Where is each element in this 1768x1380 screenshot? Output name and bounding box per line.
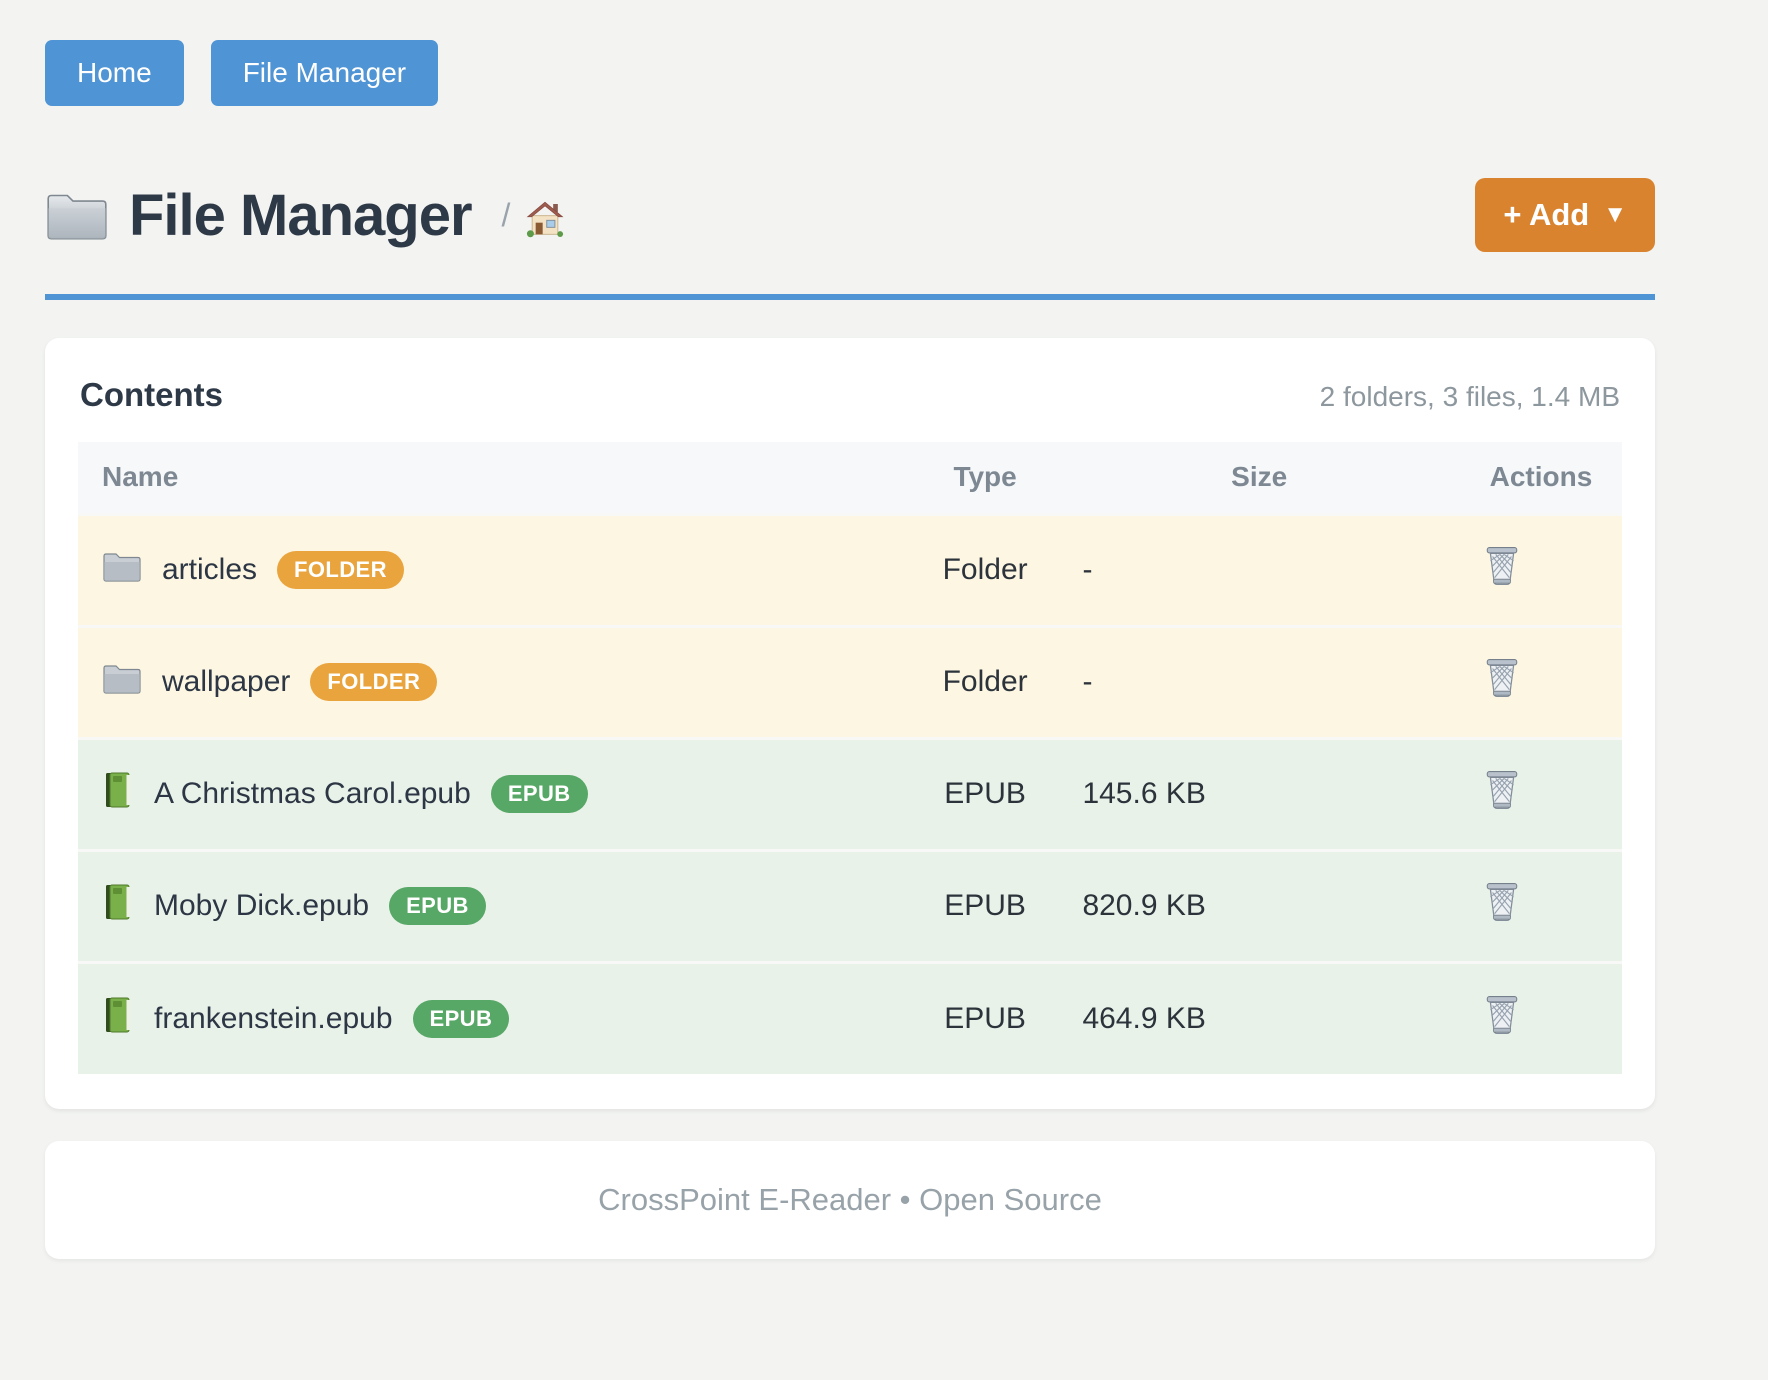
file-table: Name Type Size Actions xyxy=(78,442,1622,1074)
file-name[interactable]: A Christmas Carol.epub xyxy=(154,777,471,810)
trash-icon xyxy=(1484,882,1520,925)
type-badge: FOLDER xyxy=(310,663,438,701)
contents-title: Contents xyxy=(80,376,223,413)
file-type: Folder xyxy=(911,514,1059,626)
delete-button[interactable] xyxy=(1484,882,1520,925)
type-badge: FOLDER xyxy=(277,551,404,589)
folder-icon xyxy=(102,662,142,703)
file-type: EPUB xyxy=(911,962,1059,1074)
table-row: Moby Dick.epub EPUB EPUB 820.9 KB xyxy=(78,850,1622,962)
file-size: 464.9 KB xyxy=(1058,962,1460,1074)
delete-button[interactable] xyxy=(1484,658,1520,701)
trash-icon xyxy=(1484,658,1520,701)
contents-card: Contents 2 folders, 3 files, 1.4 MB Name… xyxy=(45,338,1655,1109)
file-size: - xyxy=(1058,514,1460,626)
file-type: Folder xyxy=(911,626,1059,738)
add-button-label: + Add xyxy=(1503,197,1590,232)
top-nav: Home File Manager xyxy=(45,40,1655,106)
title-row: File Manager / + Add ▼ xyxy=(45,178,1655,252)
delete-button[interactable] xyxy=(1484,995,1520,1038)
folder-icon xyxy=(102,550,142,591)
file-size: 145.6 KB xyxy=(1058,738,1460,850)
file-table-body: articles FOLDER Folder - xyxy=(78,514,1622,1074)
table-row: articles FOLDER Folder - xyxy=(78,514,1622,626)
column-header-type: Type xyxy=(911,442,1059,514)
trash-icon xyxy=(1484,546,1520,589)
trash-icon xyxy=(1484,770,1520,813)
column-header-size: Size xyxy=(1058,442,1460,514)
table-row: wallpaper FOLDER Folder - xyxy=(78,626,1622,738)
folder-icon xyxy=(45,189,109,247)
contents-card-header: Contents 2 folders, 3 files, 1.4 MB xyxy=(78,376,1622,414)
file-size: - xyxy=(1058,626,1460,738)
type-badge: EPUB xyxy=(389,887,486,925)
contents-summary: 2 folders, 3 files, 1.4 MB xyxy=(1319,381,1620,412)
page-title: File Manager xyxy=(129,182,473,248)
file-name[interactable]: frankenstein.epub xyxy=(154,1001,393,1035)
table-row: frankenstein.epub EPUB EPUB 464.9 KB xyxy=(78,962,1622,1074)
chevron-down-icon: ▼ xyxy=(1603,201,1627,228)
green-book-icon xyxy=(102,771,134,817)
house-icon[interactable] xyxy=(524,197,566,244)
page: Home File Manager File Manager / xyxy=(45,0,1655,1259)
delete-button[interactable] xyxy=(1484,546,1520,589)
trash-icon xyxy=(1484,995,1520,1038)
file-name[interactable]: wallpaper xyxy=(162,665,291,698)
file-type: EPUB xyxy=(911,738,1059,850)
column-header-actions: Actions xyxy=(1459,442,1622,514)
type-badge: EPUB xyxy=(412,999,510,1038)
add-button[interactable]: + Add ▼ xyxy=(1475,178,1655,252)
breadcrumb: / xyxy=(501,196,511,233)
green-book-icon xyxy=(102,996,134,1042)
green-book-icon xyxy=(102,883,134,929)
nav-home-button[interactable]: Home xyxy=(45,40,184,106)
file-size: 820.9 KB xyxy=(1058,850,1460,962)
file-name[interactable]: Moby Dick.epub xyxy=(154,889,370,922)
nav-file-manager-button[interactable]: File Manager xyxy=(210,40,439,106)
file-table-header-row: Name Type Size Actions xyxy=(78,442,1622,514)
title-divider xyxy=(45,294,1655,300)
type-badge: EPUB xyxy=(490,775,588,813)
file-name[interactable]: articles xyxy=(162,553,258,586)
column-header-name: Name xyxy=(78,442,912,514)
delete-button[interactable] xyxy=(1484,770,1520,813)
footer-card: CrossPoint E-Reader • Open Source xyxy=(45,1141,1655,1259)
file-type: EPUB xyxy=(911,850,1059,962)
table-row: A Christmas Carol.epub EPUB EPUB 145.6 K… xyxy=(78,738,1622,850)
footer-text: CrossPoint E-Reader • Open Source xyxy=(598,1182,1102,1217)
